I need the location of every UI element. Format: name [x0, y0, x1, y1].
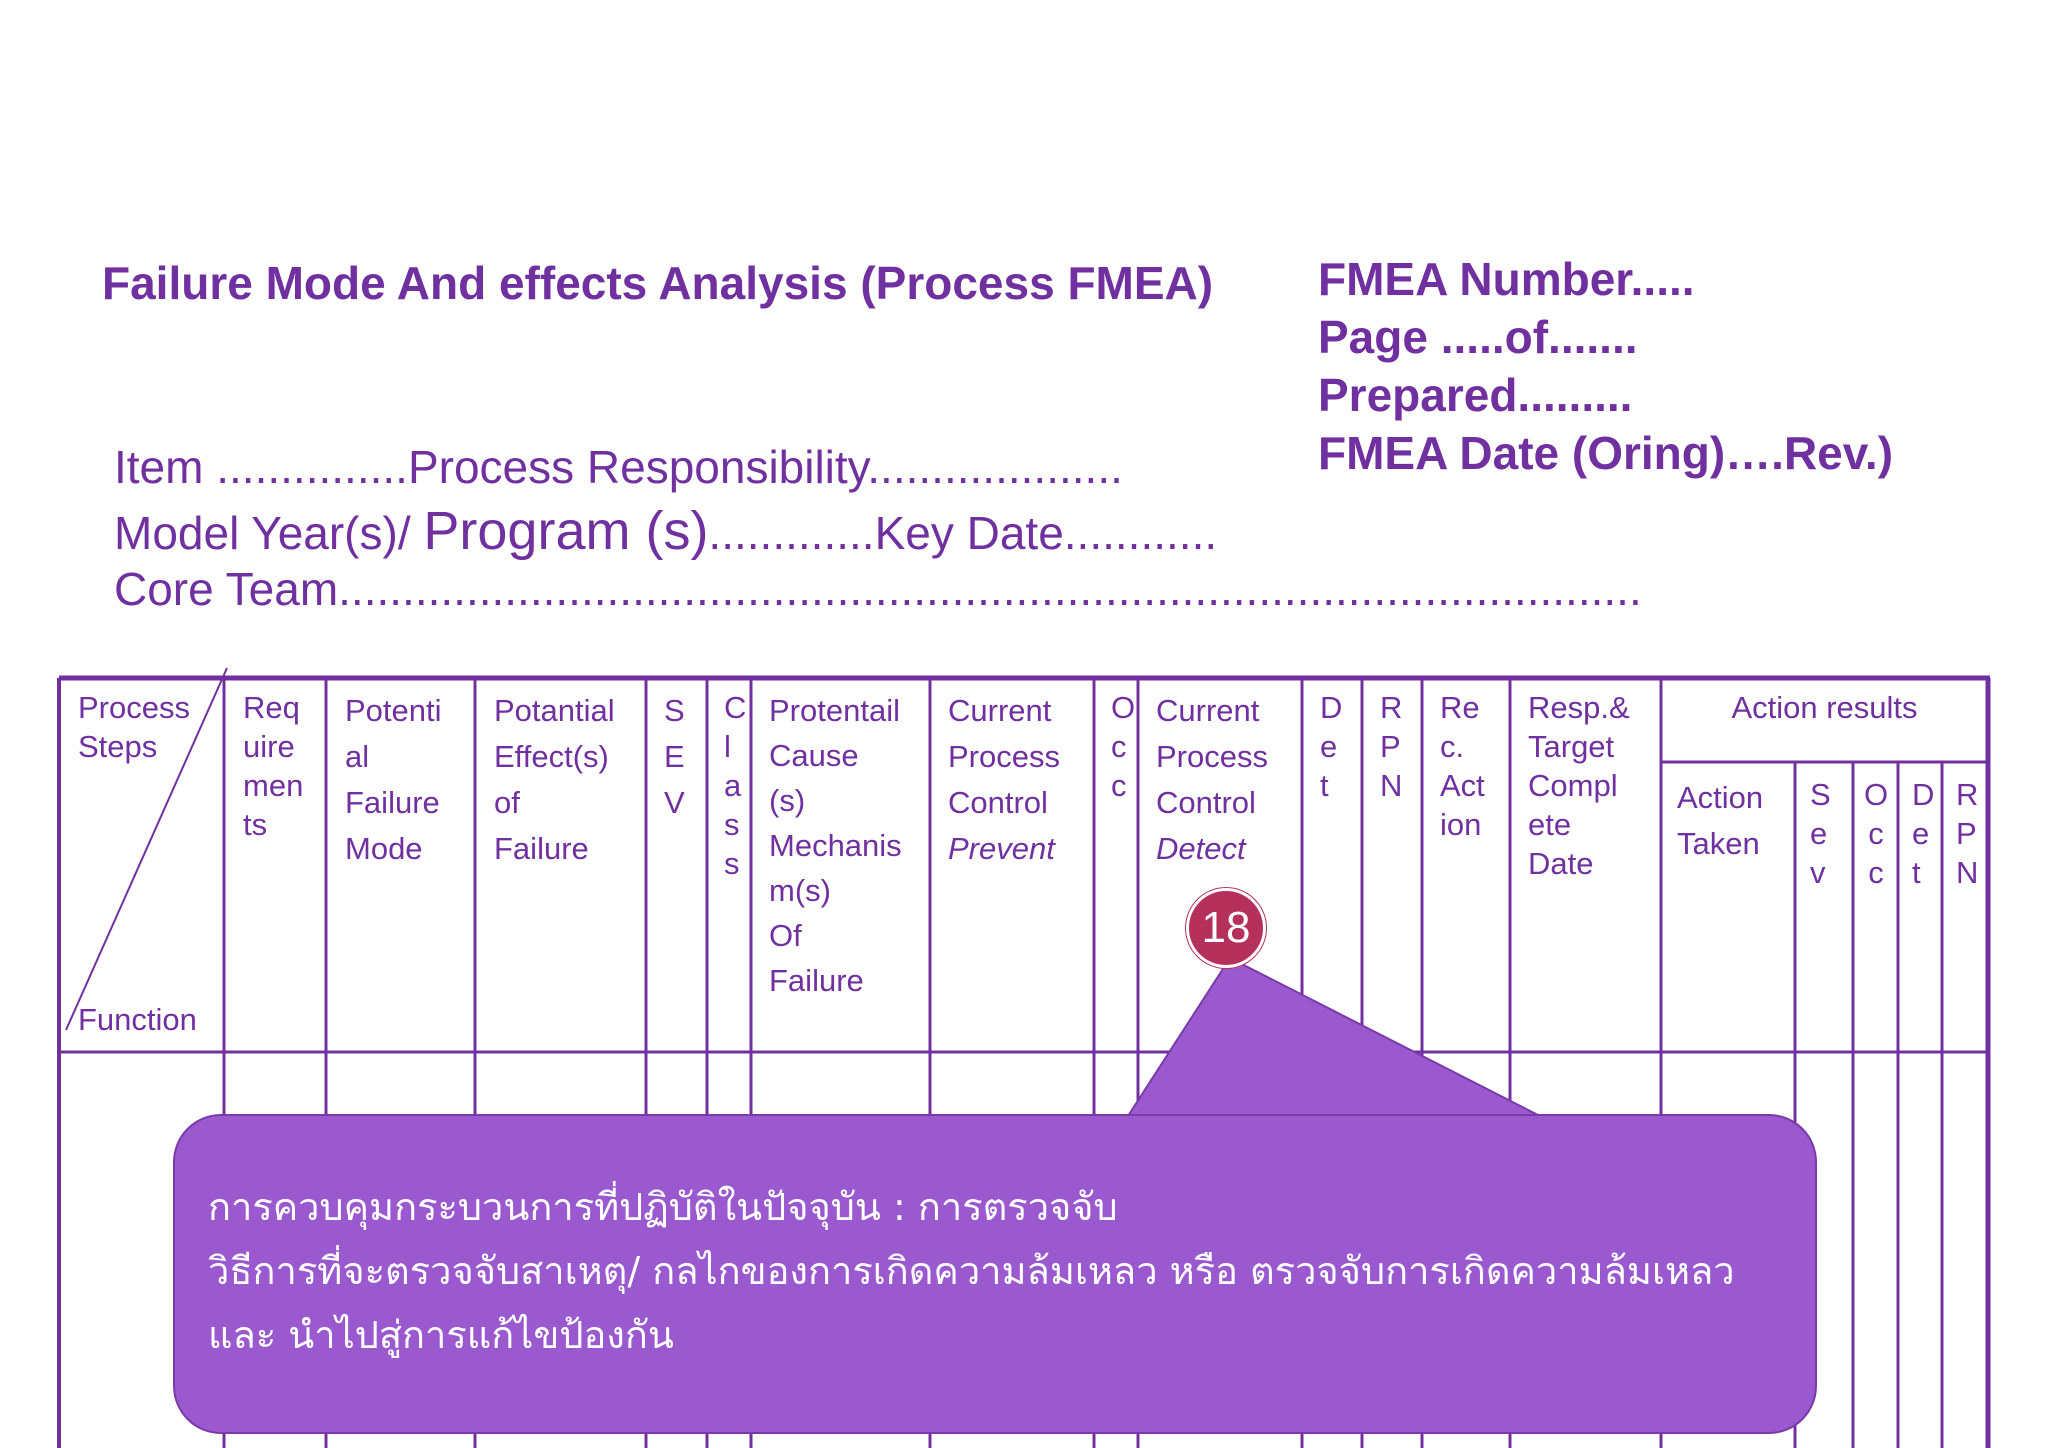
callout-line-2: วิธีการที่จะตรวจจับสาเหตุ/ กลไกของการเกิ… — [208, 1249, 1735, 1293]
col-function: Function — [78, 1002, 197, 1037]
item-line: Item ...............Process Responsibili… — [114, 441, 1123, 493]
fmea-date: FMEA Date (Oring)….Rev.) — [1318, 427, 1894, 479]
col-action-results: Action results — [1731, 690, 1918, 725]
program-label: Program (s) — [423, 501, 709, 561]
callout-box — [173, 1114, 1817, 1434]
col-cause: Protentail Cause (s) Mechanis m(s) Of Fa… — [769, 693, 902, 998]
col-resp-target: Resp.& Target Compl ete Date — [1528, 690, 1630, 881]
col-control-prevent: Current Process Control Prevent — [948, 688, 1060, 872]
control-prevent-type: Prevent — [948, 831, 1055, 866]
form-title: Failure Mode And effects Analysis (Proce… — [102, 257, 1214, 309]
col-effects: Potantial Effect(s) of Failure — [494, 693, 615, 866]
col-rpn: R P N — [1380, 690, 1403, 803]
model-year-line: Model Year(s)/ Program (s).............K… — [114, 500, 1217, 562]
control-detect-type: Detect — [1156, 831, 1246, 866]
col-action-taken: Action Taken — [1677, 780, 1764, 861]
col-rec-action: Re c. Act ion — [1440, 690, 1485, 842]
control-detect-label: Current Process Control — [1156, 693, 1268, 820]
col-res-occ: O c c — [1863, 777, 1889, 890]
key-date-label: .............Key Date............ — [708, 507, 1218, 559]
col-control-detect: Current Process Control Detect — [1156, 688, 1268, 872]
page-of: Page .....of....... — [1318, 311, 1638, 363]
core-team-line: Core Team...............................… — [114, 563, 1642, 615]
col-det: D e t — [1320, 690, 1343, 803]
control-prevent-label: Current Process Control — [948, 693, 1060, 820]
callout-line-3: และ นำไปสู่การแก้ไขป้องกัน — [208, 1313, 674, 1357]
col-class: C l a s s — [724, 690, 747, 881]
slide-number-badge: 18 — [1186, 888, 1266, 968]
col-occ: O c c — [1111, 690, 1136, 803]
fmea-number: FMEA Number..... — [1318, 253, 1695, 305]
col-process-steps: Process Steps — [78, 690, 190, 764]
col-sev: S E V — [664, 693, 685, 820]
col-res-det: D e t — [1912, 777, 1935, 890]
col-requirements: Req uire men ts — [243, 690, 304, 842]
callout-line-1: การควบคุมกระบวนการที่ปฏิบัติในปัจจุบัน :… — [208, 1185, 1118, 1229]
col-res-rpn: R P N — [1956, 777, 1979, 890]
col-res-sev: S e v — [1810, 777, 1831, 890]
col-failure-mode: Potenti al Failure Mode — [345, 693, 442, 866]
model-year-label: Model Year(s)/ — [114, 507, 424, 559]
prepared: Prepared......... — [1318, 369, 1633, 421]
